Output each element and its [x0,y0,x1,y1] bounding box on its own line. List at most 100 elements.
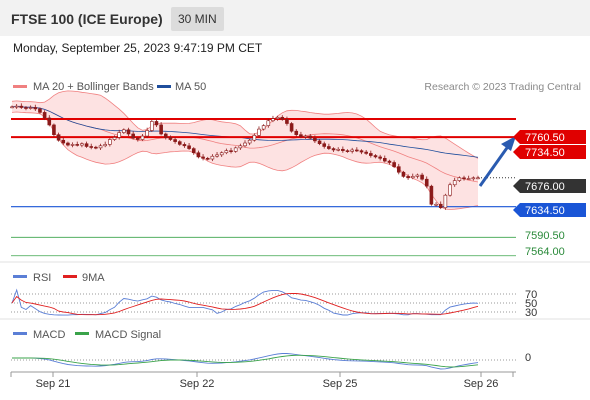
target-1-label: 7590.50 [525,230,565,242]
candle-body [350,149,354,152]
candle-body [108,139,112,145]
candle-body [257,128,261,136]
candle-body [476,177,480,180]
moving-averages [11,106,479,183]
macd-zero-label: 0 [525,352,531,364]
bollinger-legend-label: MA 20 + Bollinger Bands [33,81,154,93]
candle-body [247,139,252,144]
candle-body [303,135,308,138]
candle-body [19,105,24,108]
rsi-level-50: 50 [525,298,537,310]
candle-body [210,155,215,160]
candle-body [28,107,33,109]
candle-body [327,146,331,149]
candle-body [145,130,149,137]
candle-body [150,121,154,131]
macd-signal-legend-swatch [75,332,89,335]
candle-body [103,144,107,147]
rsi-ma-legend-swatch [63,275,77,278]
x-label-sep26: Sep 26 [464,378,499,390]
candle-body [126,129,131,135]
candle-body [159,124,163,135]
candle-body [196,152,201,158]
support-1-label: 7634.50 [525,205,565,217]
candle-body [14,105,19,108]
candle-body [75,144,80,146]
resistance-2-label: 7734.50 [525,147,565,159]
candle-body [112,137,117,140]
candle-body [33,107,38,110]
candle-body [364,151,368,154]
candle-body [140,135,145,140]
candle-body [438,203,443,209]
rsi-legend-swatch [13,275,27,278]
candle-body [452,180,457,186]
interval-button[interactable]: 30 MIN [171,7,224,31]
candle-body [80,143,84,146]
candle-body [355,149,359,152]
candle-body [52,124,56,135]
candle-body [163,133,168,138]
candle-body [275,116,280,119]
candle-body [294,130,299,135]
resistance-2-tag [513,145,586,159]
forecast-arrow-head [501,136,516,151]
price-axis-labels: 7760.50 7734.50 7676.00 7634.50 7590.50 … [513,130,586,258]
candle-body [266,120,271,126]
macd-panel: MACD MACD Signal 0 [11,329,531,370]
candle-body [84,143,89,147]
candle-body [331,148,336,151]
candle-body [122,129,126,133]
support-1-tag [513,203,586,217]
candle-body [462,177,466,180]
price-legend: MA 20 + Bollinger Bands MA 50 Research ©… [13,81,581,93]
x-label-sep22: Sep 22 [180,378,215,390]
rsi-level-70: 70 [525,289,537,301]
candle-body [336,148,341,151]
candle-body [471,177,476,180]
candle-body [98,145,103,149]
chart-datetime: Monday, September 25, 2023 9:47:19 PM CE… [13,41,263,55]
candle-body [47,117,52,126]
forecast-arrow-shaft [478,144,511,187]
ma50-legend-swatch [157,85,171,88]
candle-body [420,174,424,180]
candle-body [243,142,247,147]
candle-body [38,108,42,113]
candle-body [322,143,327,147]
rsi-level-30: 30 [525,307,537,319]
candle-body [285,119,289,124]
macd-legend-swatch [13,332,27,335]
candle-body [443,194,448,209]
candle-body [215,154,219,157]
x-label-sep21: Sep 21 [36,378,71,390]
candle-body [238,145,243,149]
candle-body [406,176,410,179]
rsi-ma-legend-label: 9MA [82,272,105,284]
candle-body [392,162,396,167]
candle-body [154,121,159,126]
candle-body [187,145,191,149]
macd-legend-label: MACD [33,329,65,341]
candle-body [61,139,66,144]
candle-body [70,144,75,146]
macd-signal-legend-label: MACD Signal [95,329,161,341]
x-axis: Sep 21 Sep 22 Sep 25 Sep 26 [10,371,516,390]
candle-body [448,184,452,196]
ma50-legend-label: MA 50 [175,81,206,93]
candle-body [56,134,61,141]
candle-body [219,152,224,156]
rsi-panel: RSI 9MA 70 50 30 [11,272,537,319]
macd-line [12,353,479,370]
candle-body [457,177,462,181]
candle-body [373,155,378,158]
candle-body [201,156,205,159]
target-2-label: 7564.00 [525,246,565,258]
instrument-title: FTSE 100 (ICE Europe) [11,11,163,27]
rsi-lines [11,288,479,316]
candle-body [401,171,406,177]
candle-body [24,107,28,109]
candle-body [66,142,70,146]
macd-signal-line [12,354,479,368]
